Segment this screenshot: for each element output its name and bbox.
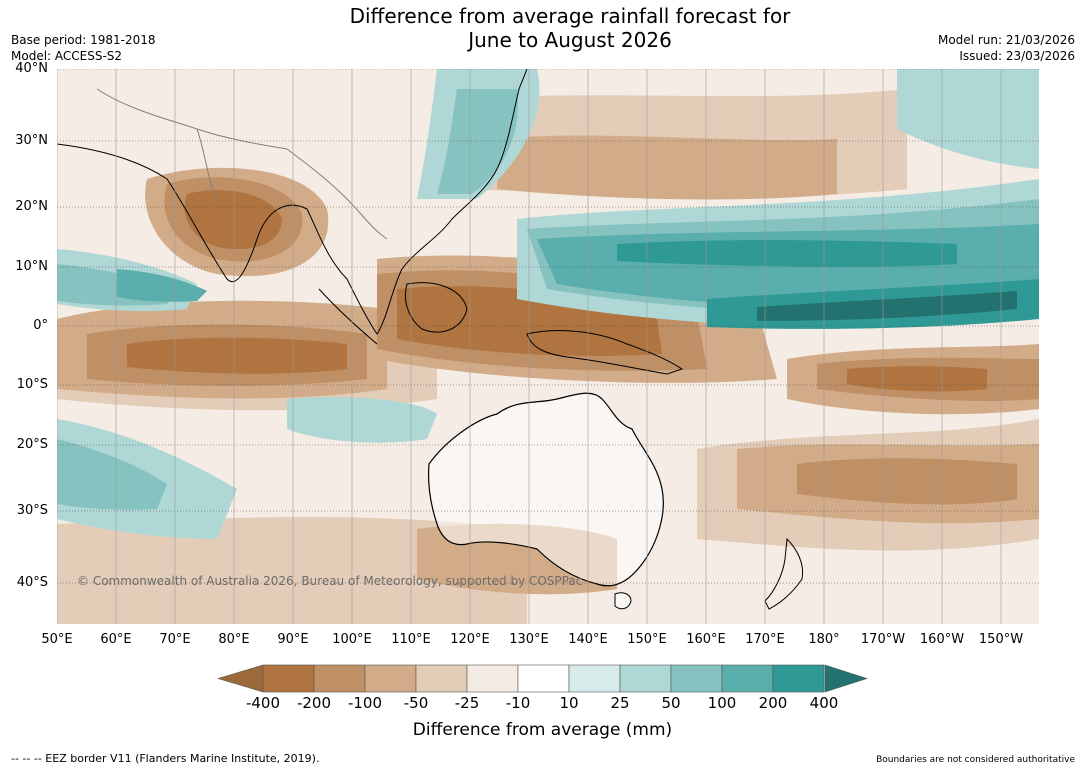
lat-label-30s: 30°S xyxy=(16,503,48,518)
asia-coastline xyxy=(57,69,528,335)
colorbar-arrow-high xyxy=(824,664,868,693)
lat-label-10n: 10°N xyxy=(15,259,48,274)
colorbar-segment xyxy=(568,664,621,693)
cbar-tick-10: 200 xyxy=(758,694,788,712)
lon-label-180: 180° xyxy=(808,632,840,647)
new-guinea-outline xyxy=(526,330,684,375)
colorbar-segment xyxy=(772,664,825,693)
tasmania-outline xyxy=(614,592,632,610)
cbar-tick-1: -200 xyxy=(296,694,332,712)
lon-label-170w: 170°W xyxy=(860,632,906,647)
cbar-tick-11: 400 xyxy=(809,694,839,712)
lat-label-40s: 40°S xyxy=(16,575,48,590)
title-line-2: June to August 2026 xyxy=(468,28,672,52)
lon-label-50e: 50°E xyxy=(41,632,73,647)
lon-label-120e: 120°E xyxy=(450,632,490,647)
model-run: Model run: 21/03/2026 xyxy=(937,33,1075,47)
copyright-text: © Commonwealth of Australia 2026, Bureau… xyxy=(77,574,583,588)
lon-label-150w: 150°W xyxy=(978,632,1024,647)
country-borders xyxy=(96,88,388,240)
map-title: Difference from average rainfall forecas… xyxy=(0,4,1085,52)
issued-date: Issued: 23/03/2026 xyxy=(959,49,1075,63)
base-period: Base period: 1981-2018 xyxy=(11,33,156,47)
colorbar-segments xyxy=(262,664,825,693)
colorbar-arrow-low xyxy=(216,664,264,693)
title-line-1: Difference from average rainfall forecas… xyxy=(349,4,791,28)
colorbar-segment xyxy=(670,664,723,693)
eez-note: -- -- -- EEZ border V11 (Flanders Marine… xyxy=(11,752,320,765)
lon-label-80e: 80°E xyxy=(218,632,250,647)
lat-label-30n: 30°N xyxy=(15,133,48,148)
lat-label-20n: 20°N xyxy=(15,199,48,214)
colorbar-segment xyxy=(262,664,315,693)
model-name: Model: ACCESS-S2 xyxy=(11,49,123,63)
lon-label-160e: 160°E xyxy=(686,632,726,647)
colorbar-segment xyxy=(466,664,519,693)
lon-label-130e: 130°E xyxy=(509,632,549,647)
lon-label-70e: 70°E xyxy=(159,632,191,647)
colorbar-title: Difference from average (mm) xyxy=(412,720,673,740)
lon-label-60e: 60°E xyxy=(100,632,132,647)
colorbar-segment xyxy=(415,664,468,693)
cbar-tick-2: -100 xyxy=(347,694,383,712)
cbar-tick-5: -10 xyxy=(505,694,531,712)
lon-label-140e: 140°E xyxy=(568,632,608,647)
lon-label-160w: 160°W xyxy=(919,632,965,647)
lon-label-170e: 170°E xyxy=(745,632,785,647)
colorbar-segment xyxy=(364,664,417,693)
lon-label-150e: 150°E xyxy=(627,632,667,647)
colorbar-segment xyxy=(721,664,774,693)
cbar-tick-8: 50 xyxy=(661,694,681,712)
borneo-sumatra-outline xyxy=(318,282,468,345)
cbar-tick-4: -25 xyxy=(454,694,480,712)
colorbar-segment xyxy=(619,664,672,693)
extreme-wet-areas xyxy=(757,291,1017,321)
lon-label-100e: 100°E xyxy=(332,632,372,647)
boundary-disclaimer: Boundaries are not considered authoritat… xyxy=(876,755,1075,765)
lon-label-90e: 90°E xyxy=(277,632,309,647)
colorbar-segment xyxy=(517,664,570,693)
cbar-tick-9: 100 xyxy=(707,694,737,712)
map-svg xyxy=(57,69,1039,624)
lon-label-110e: 110°E xyxy=(391,632,431,647)
lat-label-40n: 40°N xyxy=(15,61,48,76)
colorbar xyxy=(216,664,868,693)
colorbar-segment xyxy=(313,664,366,693)
lat-label-0: 0° xyxy=(33,318,48,333)
new-zealand-outline xyxy=(764,537,804,610)
cbar-tick-3: -50 xyxy=(403,694,429,712)
meridians xyxy=(57,69,1002,624)
meta-left: Base period: 1981-2018 Model: ACCESS-S2 xyxy=(11,32,156,64)
cbar-tick-7: 25 xyxy=(610,694,630,712)
rainfall-map xyxy=(57,69,1039,624)
cbar-tick-6: 10 xyxy=(559,694,579,712)
cbar-tick-0: -400 xyxy=(245,694,281,712)
lat-label-20s: 20°S xyxy=(16,437,48,452)
meta-right: Model run: 21/03/2026 Issued: 23/03/2026 xyxy=(938,32,1075,64)
australia-outline xyxy=(427,392,664,587)
lat-label-10s: 10°S xyxy=(16,377,48,392)
